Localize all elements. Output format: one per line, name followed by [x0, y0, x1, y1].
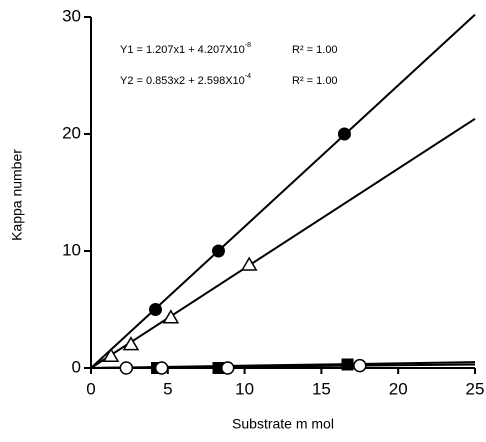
x-axis-label: Substrate m mol: [232, 416, 334, 432]
point: [211, 244, 225, 258]
x-tick-label: 25: [466, 379, 485, 398]
point: [353, 358, 367, 373]
point: [154, 361, 169, 375]
fit-line: [90, 13, 476, 369]
point: [212, 362, 225, 374]
point: [162, 309, 180, 324]
point: [122, 336, 140, 351]
annotation-equation: Y1 = 1.207x1 + 4.207X10: [120, 44, 245, 56]
annotation-equation: Y2 = 0.853x2 + 2.598X10: [120, 75, 245, 87]
y-axis-label: Kappa number: [9, 149, 25, 241]
fit-line: [90, 117, 476, 369]
annotation-exponent: -4: [245, 73, 251, 80]
point: [119, 361, 134, 375]
y-tick-label: 30: [62, 6, 81, 25]
x-tick-label: 10: [235, 379, 254, 398]
x-tick-label: 5: [163, 379, 172, 398]
annotation-exponent: -8: [245, 42, 251, 49]
point: [220, 361, 235, 375]
annotation-r2: R² = 1.00: [292, 75, 338, 87]
y-tick-label: 10: [62, 240, 81, 259]
point: [240, 256, 258, 271]
point: [149, 303, 163, 316]
x-tick-label: 15: [312, 379, 331, 398]
x-tick-label: 20: [389, 379, 408, 398]
y-tick-label: 20: [62, 123, 81, 142]
annotation: Y1 = 1.207x1 + 4.207X10-8: [120, 42, 251, 56]
annotation-r2: R² = 1.00: [292, 44, 338, 56]
point: [102, 347, 120, 363]
x-tick-label: 0: [86, 379, 95, 398]
point: [341, 358, 354, 371]
point: [337, 127, 351, 141]
y-tick-label: 0: [72, 357, 81, 376]
annotation: Y2 = 0.853x2 + 2.598X10-4: [120, 73, 251, 87]
